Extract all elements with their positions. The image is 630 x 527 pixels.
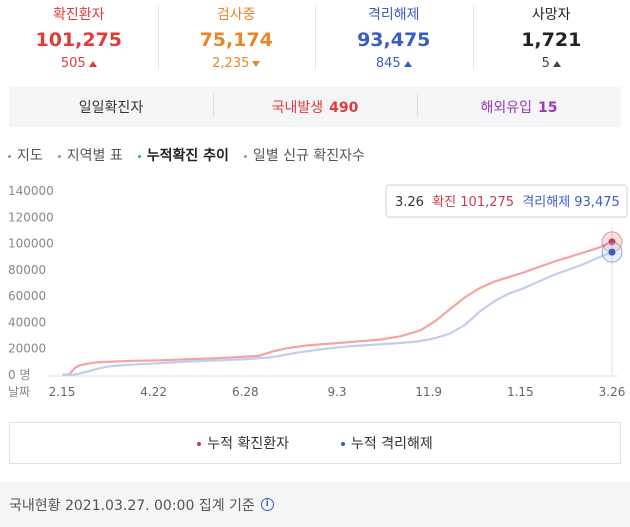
cumulative-line-chart: 0 명 20000 40000 60000 80000 100000 120000 14000… (8, 184, 628, 399)
legend-item-confirmed[interactable]: 누적 확진환자 (197, 433, 289, 453)
tooltip-text: 3.26 확진 101,275 격리해제 93,475 (395, 195, 620, 210)
tab-daily-new[interactable]: 일별 신규 확진자수 (243, 145, 365, 165)
y-tick-label: 100000 (8, 237, 54, 251)
y-tick-label: 140000 (8, 184, 54, 198)
daily-domestic-value: 490 (329, 100, 359, 116)
chart-view-tabs: 지도 지역별 표 누적확진 추이 일별 신규 확진자수 (8, 145, 380, 165)
x-tick-label: 3.26 (599, 385, 626, 399)
stat-delta-value: 2,235 (212, 56, 250, 71)
daily-domestic: 국내발생 490 (213, 93, 417, 117)
x-tick-label: 2.15 (49, 385, 76, 399)
chart-legend: 누적 확진환자 누적 격리해제 (9, 422, 621, 464)
bullet-icon (137, 154, 141, 158)
stat-value: 1,721 (521, 29, 582, 51)
stat-delta: 845 (315, 56, 473, 72)
y-axis: 0 명 20000 40000 60000 80000 100000 120000 14000… (8, 184, 618, 382)
tooltip-part: 격리해제 (514, 195, 574, 210)
y-tick-label: 80000 (8, 263, 46, 277)
x-tick-label: 4.22 (140, 385, 167, 399)
delta-arrow-icon (88, 60, 97, 67)
stat-released: 격리해제 93,475 845 (315, 0, 473, 78)
stat-label: 사망자 (531, 7, 571, 23)
daily-overseas: 해외유입 15 (417, 93, 621, 117)
legend-label: 누적 격리해제 (351, 436, 433, 452)
delta-arrow-icon (252, 60, 261, 67)
legend-label: 누적 확진환자 (207, 436, 289, 452)
stat-label: 확진환자 (52, 7, 105, 23)
tab-label: 일별 신규 확진자수 (252, 148, 365, 164)
stat-delta-value: 5 (541, 56, 550, 71)
stat-label: 격리해제 (367, 7, 420, 23)
bullet-icon (57, 154, 61, 158)
stat-label: 검사중 (216, 7, 256, 23)
x-tick-label: 1.15 (507, 385, 534, 399)
tooltip-part: 3.26 (395, 195, 424, 210)
stat-testing: 검사중 75,174 2,235 (157, 0, 316, 78)
stat-confirmed: 확진환자 101,275 505 (0, 0, 158, 78)
x-axis: 날짜 2.15 4.22 6.28 9.3 11.9 1.15 3.26 (8, 227, 625, 399)
y-tick-label: 40000 (8, 315, 46, 329)
y-tick-label: 20000 (8, 342, 46, 356)
tab-label: 지도 (17, 148, 43, 164)
series-markers (601, 231, 623, 263)
stat-delta: 505 (0, 56, 158, 72)
daily-overseas-label: 해외유입 (480, 100, 533, 116)
tab-label: 지역별 표 (66, 148, 123, 164)
stat-delta: 5 (473, 56, 630, 72)
bullet-icon (8, 154, 11, 158)
y-tick-label: 120000 (8, 210, 54, 224)
daily-label: 일일확진자 (9, 97, 213, 117)
tooltip-box (385, 184, 628, 218)
stat-value: 101,275 (35, 29, 123, 51)
stat-value: 75,174 (199, 29, 273, 51)
tooltip-part: 확진 (424, 195, 460, 210)
daily-domestic-label: 국내발생 (271, 100, 324, 116)
legend-dot-icon (197, 442, 202, 446)
tooltip-part: 93,475 (574, 195, 620, 210)
tab-region-table[interactable]: 지역별 표 (57, 145, 123, 165)
footer-text: 국내현황 2021.03.27. 00:00 집계 기준 (9, 497, 255, 514)
daily-overseas-value: 15 (538, 100, 558, 116)
stat-delta-value: 505 (60, 56, 86, 71)
info-icon[interactable]: i (260, 498, 274, 511)
series-lines (61, 240, 613, 377)
stat-deaths: 사망자 1,721 5 (472, 0, 630, 78)
x-tick-label: 11.9 (415, 385, 442, 399)
tab-cumulative-trend[interactable]: 누적확진 추이 (137, 145, 229, 165)
tab-label: 누적확진 추이 (146, 148, 229, 164)
legend-item-released[interactable]: 누적 격리해제 (341, 433, 433, 453)
legend-dot-icon (341, 442, 345, 446)
daily-confirmed-bar: 일일확진자 국내발생 490 해외유입 15 (9, 87, 621, 127)
bullet-icon (243, 154, 247, 158)
x-axis-unit-label: 날짜 (8, 385, 30, 399)
stats-summary: 확진환자 101,275 505 검사중 75,174 2,235 격리해제 9… (0, 0, 630, 78)
y-tick-label: 0 명 (8, 368, 31, 382)
footer-status: 국내현황 2021.03.27. 00:00 집계 기준 i (0, 482, 630, 527)
tooltip-part: 101,275 (460, 195, 514, 210)
x-tick-label: 9.3 (327, 385, 346, 399)
delta-arrow-icon (552, 60, 561, 67)
series-line-confirmed (61, 240, 613, 377)
daily-label-text: 일일확진자 (78, 100, 144, 116)
stat-value: 93,475 (357, 29, 431, 51)
stat-delta: 2,235 (158, 56, 316, 72)
stat-delta-value: 845 (375, 56, 401, 71)
x-tick-label: 6.28 (232, 385, 259, 399)
y-tick-label: 60000 (8, 289, 46, 303)
tab-map[interactable]: 지도 (8, 145, 43, 165)
series-line-released (61, 251, 613, 377)
chart-tooltip: 3.26 확진 101,275 격리해제 93,475 (385, 184, 628, 218)
delta-arrow-icon (403, 60, 412, 67)
marker-point-released (608, 248, 616, 256)
